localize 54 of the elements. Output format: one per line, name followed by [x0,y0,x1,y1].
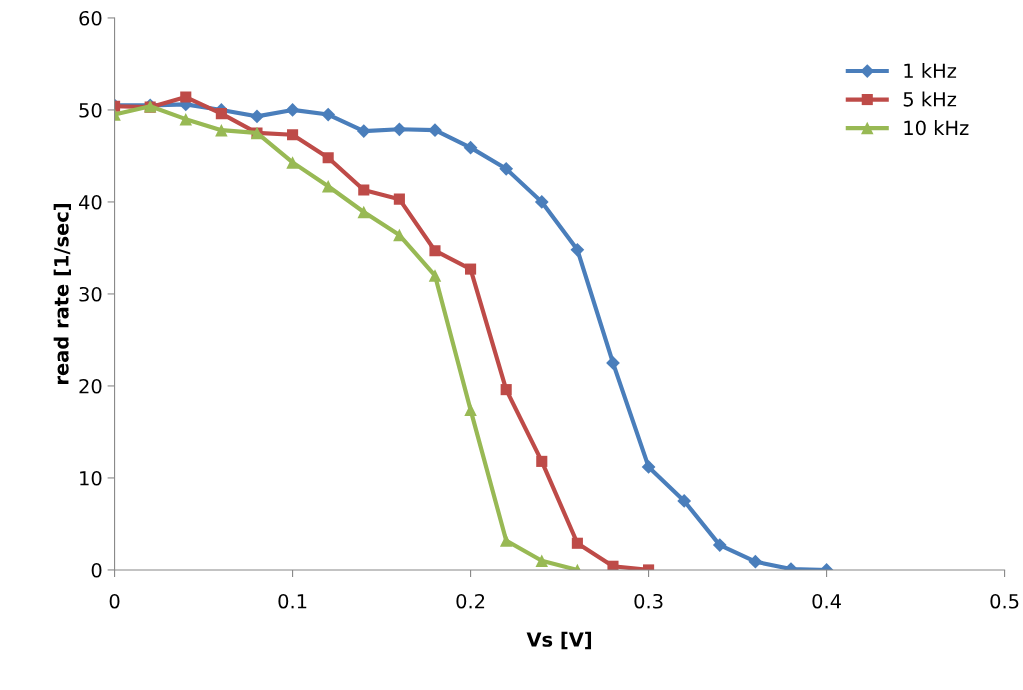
y-tick-label: 0 [91,562,102,578]
x-axis-title: Vs [V] [526,631,592,650]
point [570,242,585,257]
legend-label: 10 kHz [904,120,969,136]
y-tick-label: 10 [80,470,102,486]
legend-label: 5 kHz [903,91,957,107]
point [393,193,405,205]
point [287,129,299,141]
x-tick-label: 0.4 [812,593,841,609]
point [571,537,583,549]
point [534,195,549,209]
point [463,140,478,155]
point [322,152,334,164]
point [215,123,228,137]
point [677,494,692,508]
point [392,122,407,137]
point [180,91,192,103]
point [321,107,336,122]
y-tick-label: 30 [79,286,102,302]
point [357,205,371,219]
point [500,384,512,396]
point [535,554,549,567]
y-tick-label: 40 [78,194,102,210]
point [712,538,727,552]
x-tick-label: 0.1 [278,593,307,609]
x-tick-label: 0.2 [456,593,485,609]
point [428,123,442,138]
x-tick-label: 0 [109,593,120,609]
y-tick-label: 50 [79,102,102,118]
point [286,156,299,169]
y-tick-label: 20 [79,378,102,394]
point [536,455,548,467]
y-tick-label: 60 [79,10,102,26]
point [393,228,406,242]
point [641,460,656,474]
point [356,124,371,138]
point [499,161,514,176]
point [465,263,477,275]
x-tick-label: 0.3 [634,593,663,609]
legend-label: 1 kHz [904,63,957,78]
point [321,180,335,193]
point [464,403,477,417]
y-axis-title: read rate [1/sec] [53,203,71,384]
point [179,112,193,126]
point [748,554,763,569]
point [285,103,300,117]
point [499,534,513,547]
point [250,109,264,124]
point [428,269,442,282]
point [358,184,370,196]
point [607,560,619,570]
x-tick-label: 0.5 [990,593,1019,609]
point [215,108,227,120]
point [429,245,441,257]
